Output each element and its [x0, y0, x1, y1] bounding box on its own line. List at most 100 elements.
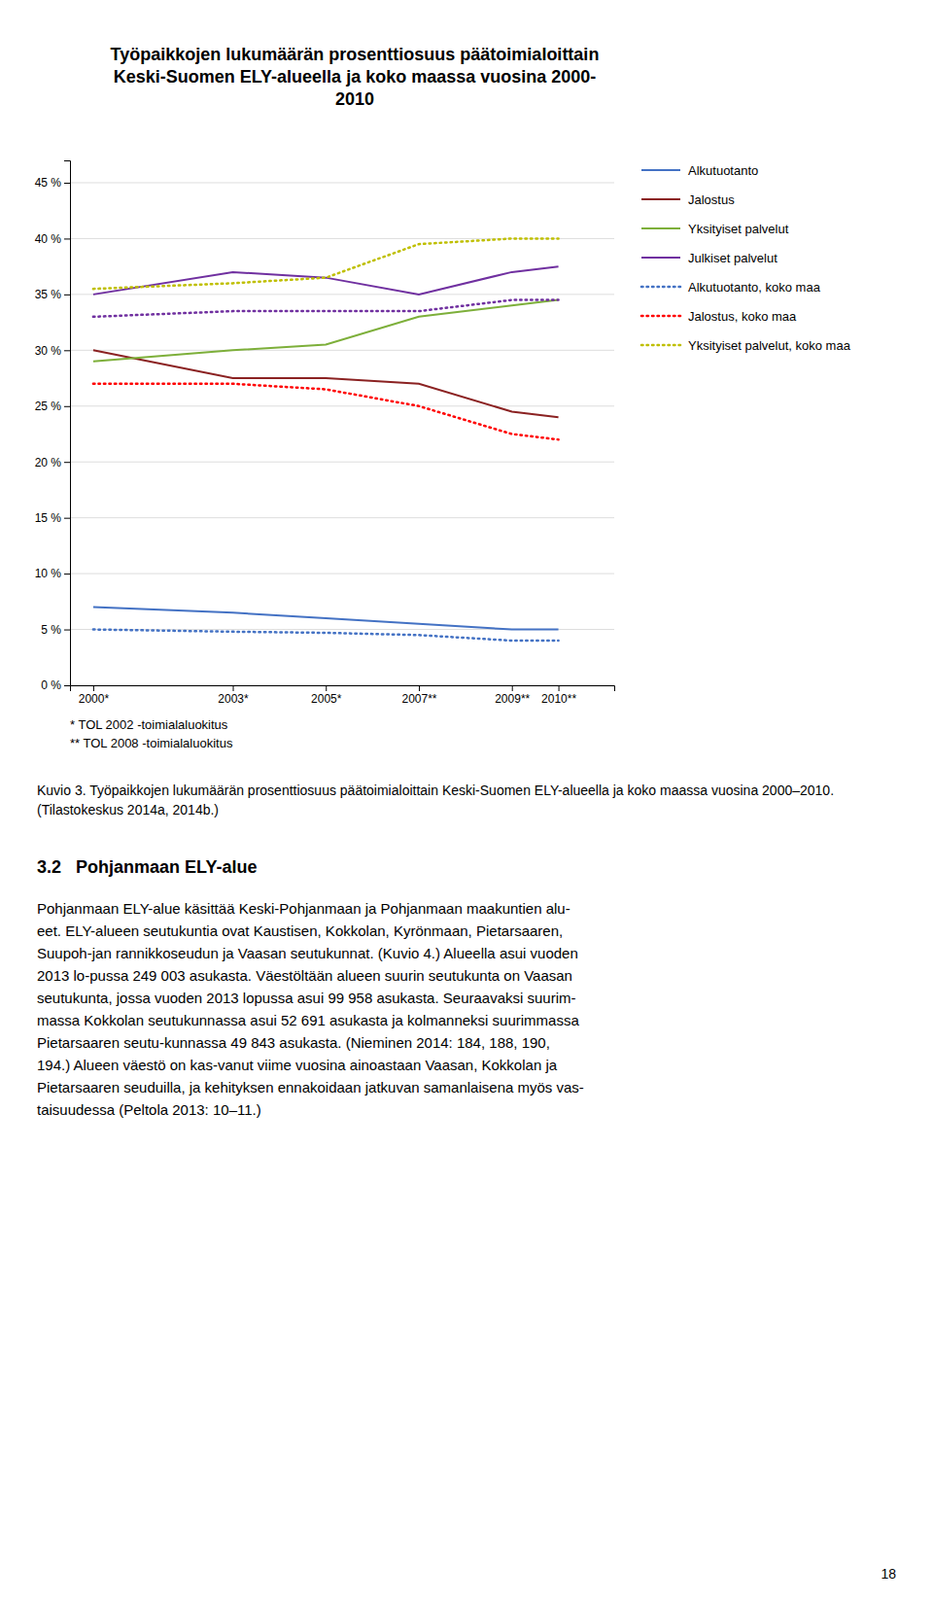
- text-line: Suupoh-jan rannikkoseudun ja Vaasan seut…: [36, 944, 579, 962]
- grid-line: [69, 181, 615, 183]
- axis-line: [70, 686, 616, 692]
- title-line: 2010: [335, 89, 375, 109]
- tick: 2009**: [494, 685, 530, 706]
- legend-item: Alkutuotanto: [641, 163, 759, 178]
- tick-label: 35 %: [34, 287, 63, 302]
- text-line: eet. ELY-alueen seutukuntia ovat Kaustis…: [36, 922, 563, 939]
- text-line: Kuvio 3. Työpaikkojen lukumäärän prosent…: [36, 782, 834, 798]
- grid-line: [69, 405, 615, 407]
- tick-label: 30 %: [34, 344, 63, 358]
- x-axis: 2000*2003*2005*2007**2009**2010**: [70, 685, 616, 706]
- tick-label: 0 %: [40, 678, 62, 692]
- section-heading: 3.2 Pohjanmaan ELY-alue: [36, 857, 257, 877]
- tick: 40 %: [34, 232, 70, 246]
- tick-label: 15 %: [34, 511, 63, 525]
- tick-mark: [64, 629, 70, 631]
- tick-label: 2010**: [541, 691, 577, 706]
- tick-mark: [64, 573, 70, 575]
- legend-item: Julkiset palvelut: [641, 250, 778, 266]
- footnote: ** TOL 2008 -toimialaluokitus: [69, 735, 234, 751]
- legend-item: Yksityiset palvelut, koko maa: [641, 338, 852, 353]
- title-line: Keski-Suomen ELY-alueella ja koko maassa…: [113, 67, 597, 87]
- grid-line: [69, 349, 615, 351]
- tick-label: 20 %: [34, 455, 63, 470]
- series-line: [93, 629, 559, 641]
- tick: 20 %: [34, 455, 70, 470]
- legend-swatch: [641, 314, 681, 318]
- tick-mark: [64, 461, 70, 463]
- legend-swatch: [641, 169, 681, 172]
- series-line: [93, 266, 559, 295]
- title-line: Työpaikkojen lukumäärän prosenttiosuus p…: [110, 44, 600, 65]
- grid-line: [69, 573, 615, 575]
- legend-item: Jalostus, koko maa: [641, 309, 797, 324]
- y-axis: 0 % 5 % 10 % 15 % 20 % 25 % 30 % 35 % 40 % 45 %: [34, 161, 71, 693]
- grid: [69, 182, 615, 686]
- caption: Kuvio 3. Työpaikkojen lukumäärän prosent…: [36, 782, 834, 818]
- tick: 5 %: [40, 622, 70, 637]
- legend-label: Yksityiset palvelut, koko maa: [688, 338, 852, 353]
- axis-line: [64, 161, 71, 687]
- page-number: 18: [880, 1565, 897, 1582]
- text-line: 194.) Alueen väestö on kas-vanut viime v…: [36, 1056, 558, 1073]
- text-line: Pohjanmaan ELY-alue käsittää Keski-Pohja…: [36, 899, 571, 917]
- legend-swatch: [641, 344, 681, 347]
- tick-mark: [558, 685, 560, 692]
- text-line: seutukunta, jossa vuoden 2013 lopussa as…: [36, 989, 577, 1006]
- series-line: [93, 300, 559, 362]
- tick: 0 %: [40, 678, 70, 692]
- legend-item: Yksityiset palvelut: [641, 221, 790, 237]
- tick-mark: [64, 294, 70, 296]
- legend-label: Jalostus: [688, 192, 735, 208]
- tick-mark: [64, 406, 70, 408]
- legend-label: Alkutuotanto, koko maa: [688, 279, 822, 295]
- tick-label: 10 %: [34, 566, 63, 581]
- tick-mark: [512, 685, 514, 692]
- text-line: Pietarsaaren seuduilla, ja kehityksen en…: [36, 1078, 585, 1096]
- tick-mark: [64, 238, 70, 240]
- text-line: 2013 lo-pussa 249 003 asukasta. Väestölt…: [36, 967, 573, 984]
- legend-item: Alkutuotanto, koko maa: [641, 279, 822, 295]
- legend-item: Jalostus: [641, 192, 735, 208]
- tick-label: 5 %: [40, 622, 62, 637]
- legend-swatch: [641, 227, 681, 230]
- grid-line: [69, 517, 615, 519]
- tick-mark: [64, 182, 70, 184]
- legend-swatch: [641, 285, 681, 289]
- text-line: massa Kokkolan seutukunnassa asui 52 691…: [36, 1011, 580, 1029]
- grid-line: [69, 293, 615, 295]
- tick: 10 %: [34, 566, 70, 581]
- text-line: taisuudessa (Peltola 2013: 10–11.): [36, 1101, 262, 1118]
- footnote: * TOL 2002 -toimialaluokitus: [69, 717, 229, 732]
- tick-mark: [93, 685, 95, 692]
- legend-label: Yksityiset palvelut: [688, 221, 790, 237]
- page: Työpaikkojen lukumäärän prosenttiosuus p…: [0, 0, 933, 1600]
- tick-mark: [325, 685, 327, 692]
- legend-label: Alkutuotanto: [688, 163, 759, 178]
- tick-label: 45 %: [34, 175, 63, 190]
- legend-label: Jalostus, koko maa: [688, 309, 797, 324]
- tick-label: 25 %: [34, 399, 63, 414]
- tick: 2003*: [217, 685, 249, 706]
- tick: 15 %: [34, 511, 70, 525]
- tick: 25 %: [34, 399, 70, 414]
- series-lines: [93, 238, 559, 641]
- tick: 30 %: [34, 344, 70, 358]
- grid-line: [69, 461, 615, 463]
- body-paragraph: Pohjanmaan ELY-alue käsittää Keski-Pohja…: [36, 899, 585, 1118]
- tick-mark: [418, 685, 420, 692]
- tick-mark: [233, 685, 235, 692]
- tick: 45 %: [34, 175, 70, 190]
- plot-area: 0 % 5 % 10 % 15 % 20 % 25 % 30 % 35 % 40 % 45 % 20…: [34, 161, 616, 706]
- tick-mark: [64, 349, 70, 351]
- series-line: [93, 300, 559, 317]
- tick-label: 2003*: [217, 691, 249, 706]
- tick: 2005*: [311, 685, 343, 706]
- tick: 2007**: [401, 685, 437, 706]
- tick-mark: [64, 685, 70, 687]
- tick-label: 40 %: [34, 232, 63, 246]
- series-line: [93, 607, 559, 630]
- legend-swatch: [641, 198, 681, 201]
- tick-label: 2007**: [401, 691, 437, 706]
- legend-label: Julkiset palvelut: [688, 250, 778, 266]
